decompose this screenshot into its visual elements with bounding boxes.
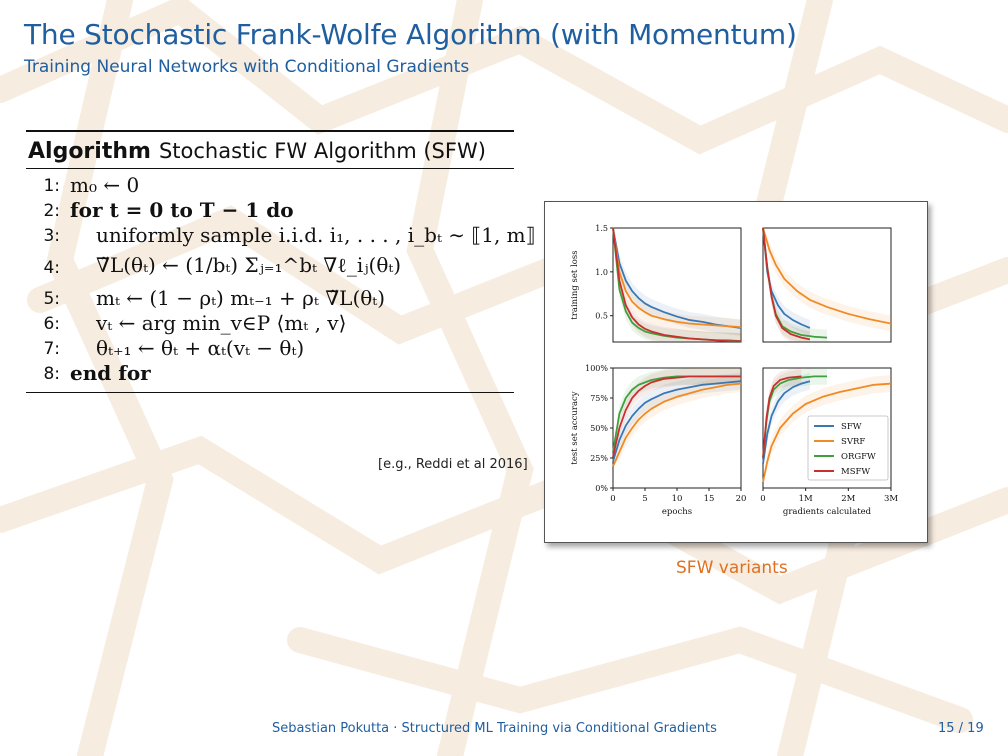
algorithm-line: 5: mₜ ← (1 − ρₜ) mₜ₋₁ + ρₜ ∇̃L(θₜ): [26, 286, 514, 311]
confidence-band: [613, 228, 741, 336]
line-code: ∇̃L(θₜ) ← (1/bₜ) Σⱼ₌₁^bₜ ∇ℓ_iⱼ(θₜ): [96, 253, 402, 277]
x-tick-label: 15: [704, 494, 715, 504]
figure-box: 1.5 1.0 0.5 training set loss 100% 75% 50% 25% 0…: [544, 201, 928, 543]
bottom-rule: [26, 392, 514, 393]
legend-label: SVRF: [841, 437, 865, 447]
series-line-msfw: [762, 375, 802, 459]
y-tick-label: 50%: [590, 424, 608, 433]
line-number: 4:: [43, 258, 60, 278]
footer-text: Sebastian Pokutta · Structured ML Traini…: [272, 721, 717, 736]
line-code: m₀ ← 0: [70, 173, 140, 197]
y-tick-label: 1.5: [595, 224, 608, 233]
algorithm-line: 3: uniformly sample i.i.d. i₁, . . . , i_…: [26, 223, 535, 248]
series-line-sfw: [612, 227, 742, 329]
series-line-msfw: [762, 227, 811, 341]
line-code: uniformly sample i.i.d. i₁, . . . , i_bₜ…: [96, 223, 536, 247]
algorithm-line: 2: for t = 0 to T − 1 do: [26, 198, 514, 223]
x-tick-label: 3M: [884, 494, 898, 504]
y-tick-label: 0%: [595, 484, 608, 493]
line-code: end for: [70, 361, 151, 385]
confidence-band: [613, 368, 741, 457]
y-tick-label: 25%: [590, 454, 608, 463]
series-line-svrf: [612, 227, 742, 328]
y-tick-label: 1.0: [595, 268, 608, 277]
line-number: 2:: [43, 201, 60, 221]
algorithm-line: 7: θₜ₊₁ ← θₜ + αₜ(vₜ − θₜ): [26, 336, 514, 361]
confidence-band: [763, 375, 891, 482]
slide-subtitle: Training Neural Networks with Conditiona…: [24, 57, 470, 77]
algorithm-line: 8: end for: [26, 361, 514, 386]
confidence-band: [763, 228, 827, 342]
y-axis-label: test set accuracy: [570, 391, 580, 464]
confidence-band: [613, 228, 741, 336]
top-rule: [26, 130, 514, 132]
y-axis-label: training set loss: [570, 250, 580, 319]
series-line-msfw: [612, 375, 741, 457]
legend-label: MSFW: [841, 467, 870, 477]
panel-frame: [762, 227, 892, 343]
x-tick-label: 10: [672, 494, 683, 504]
algorithm-line: 1: m₀ ← 0: [26, 173, 514, 198]
line-code: mₜ ← (1 − ρₜ) mₜ₋₁ + ρₜ ∇̃L(θₜ): [96, 286, 386, 310]
figure-caption: SFW variants: [676, 558, 788, 578]
page-number: 15 / 19: [938, 721, 984, 736]
x-axis-label: gradients calculated: [783, 507, 872, 517]
line-number: 5:: [43, 289, 60, 309]
line-number: 1:: [43, 176, 60, 196]
x-tick-label: 20: [736, 494, 747, 504]
series-line-svrf: [762, 382, 892, 483]
series-line-svrf: [612, 382, 742, 467]
x-tick-label: 0: [610, 494, 615, 504]
legend-label: SFW: [841, 422, 862, 432]
header-rule: [26, 168, 514, 169]
y-tick-label: 75%: [590, 394, 608, 403]
legend-box: [807, 415, 889, 481]
series-line-sfw: [762, 380, 811, 465]
algorithm-line: 6: vₜ ← arg min_v∈P ⟨mₜ , v⟩: [26, 311, 514, 336]
x-axis-label: epochs: [662, 507, 692, 517]
line-number: 6:: [43, 314, 60, 334]
algorithm-keyword: Algorithm: [28, 139, 151, 164]
citation: [e.g., Reddi et al 2016]: [378, 457, 528, 472]
line-code: θₜ₊₁ ← θₜ + αₜ(vₜ − θₜ): [96, 336, 305, 360]
line-number: 8:: [43, 364, 60, 384]
series-line-svrf: [762, 227, 892, 325]
x-tick-label: 1M: [799, 494, 813, 504]
algorithm-name: Stochastic FW Algorithm (SFW): [158, 139, 486, 163]
line-number: 7:: [43, 339, 60, 359]
algorithm-line: 4: ∇̃L(θₜ) ← (1/bₜ) Σⱼ₌₁^bₜ ∇ℓ_iⱼ(θₜ): [26, 248, 514, 286]
panel-frame: [612, 227, 742, 343]
algorithm-box: Algorithm Stochastic FW Algorithm (SFW) 1…: [26, 130, 536, 393]
algorithm-lines: 1: m₀ ← 0 2: for t = 0 to T − 1 do 3: unifo…: [26, 169, 535, 392]
slide-title: The Stochastic Frank-Wolfe Algorithm (wi…: [24, 18, 797, 51]
confidence-band: [763, 368, 827, 458]
series-line-sfw: [612, 380, 742, 462]
series-line-msfw: [612, 227, 741, 343]
y-tick-label: 0.5: [595, 312, 608, 321]
line-code: vₜ ← arg min_v∈P ⟨mₜ , v⟩: [96, 311, 347, 335]
x-tick-label: 0: [760, 494, 765, 504]
legend-label: ORGFW: [841, 452, 876, 462]
x-tick-label: 2M: [841, 494, 855, 504]
x-tick-label: 5: [642, 494, 647, 504]
y-tick-label: 100%: [585, 364, 608, 373]
confidence-band: [613, 368, 741, 452]
algorithm-header: Algorithm Stochastic FW Algorithm (SFW): [26, 132, 514, 168]
line-number: 3:: [43, 226, 60, 246]
line-code: for t = 0 to T − 1 do: [70, 198, 294, 222]
confidence-band: [613, 372, 741, 462]
